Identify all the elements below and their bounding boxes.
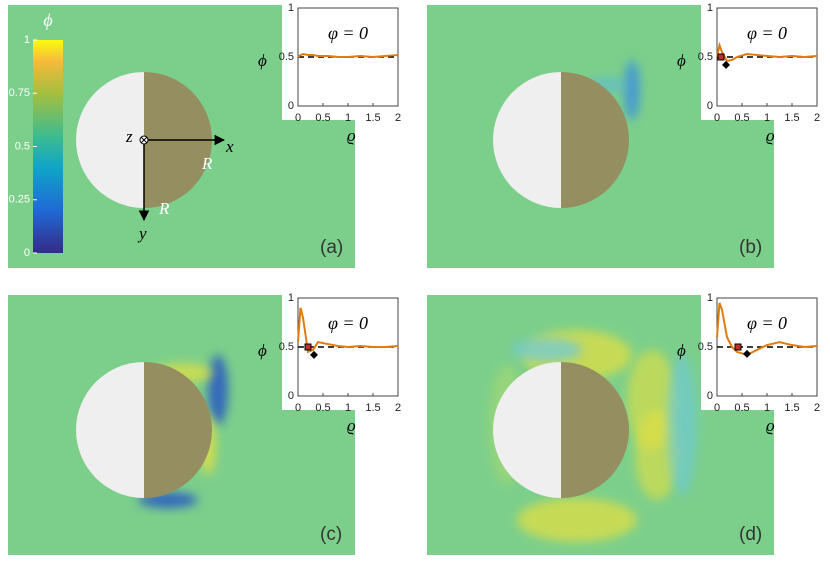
square-marker	[717, 53, 725, 61]
field-glow	[512, 338, 582, 362]
particle-light-half	[76, 362, 144, 498]
profile-line	[297, 53, 399, 59]
y-tick-label: 0.5	[698, 51, 713, 63]
panel: (c) 0 0.5 1 1.5 2 0 0.5 1 ϱ ϕ φ = 0	[8, 292, 401, 555]
diamond-marker	[310, 350, 318, 359]
x-tick-label: 0.5	[315, 112, 330, 124]
annotation: φ = 0	[328, 313, 368, 333]
schematic-label: x	[225, 137, 234, 156]
x-tick-label: 2	[814, 112, 820, 124]
panel: (b) 0 0.5 1 1.5 2 0 0.5 1 ϱ ϕ φ = 0	[427, 2, 820, 268]
y-axis-label: ϕ	[258, 51, 267, 70]
colorbar-tick-label: 0.75	[9, 87, 30, 99]
schematic-label: R	[158, 199, 170, 218]
y-tick-label: 0	[288, 390, 294, 402]
x-tick-label: 0	[714, 112, 720, 124]
x-tick-label: 1	[764, 112, 770, 124]
x-axis-label: ϱ	[766, 416, 775, 435]
y-tick-label: 1	[707, 292, 713, 304]
x-axis-label: ϱ	[347, 416, 356, 435]
x-axis-label: ϱ	[347, 126, 356, 145]
particle-dark-half	[561, 362, 629, 498]
annotation: φ = 0	[328, 23, 368, 43]
square-marker	[304, 343, 312, 351]
particle-dark-half	[561, 72, 629, 208]
colorbar-tick-label: 0.5	[15, 140, 30, 152]
particle-light-half	[493, 72, 561, 208]
x-tick-label: 2	[395, 402, 401, 414]
field-glow	[624, 60, 640, 120]
y-axis-label: ϕ	[258, 341, 267, 360]
particle-dark-half	[144, 362, 212, 498]
annotation: φ = 0	[747, 23, 787, 43]
y-tick-label: 0.5	[698, 341, 713, 353]
particle-light-half	[76, 72, 144, 208]
x-tick-label: 1	[345, 112, 351, 124]
profile-line	[716, 41, 818, 63]
y-axis-label: ϕ	[677, 341, 686, 360]
colorbar	[33, 40, 63, 253]
profile-line	[297, 307, 399, 354]
diamond-marker	[743, 349, 751, 358]
y-tick-label: 0	[707, 390, 713, 402]
y-tick-label: 0.5	[279, 341, 294, 353]
x-tick-label: 1.5	[365, 112, 380, 124]
x-tick-label: 2	[395, 112, 401, 124]
x-tick-label: 0.5	[315, 402, 330, 414]
panel-label: (d)	[739, 524, 762, 545]
colorbar-tick-label: 0	[24, 247, 30, 259]
schematic-label: z	[125, 127, 133, 146]
x-tick-label: 1.5	[365, 402, 380, 414]
colorbar-tick-label: 1	[24, 34, 30, 46]
x-tick-label: 1.5	[784, 112, 799, 124]
field-glow	[208, 355, 228, 425]
annotation: φ = 0	[747, 313, 787, 333]
x-tick-label: 0	[295, 402, 301, 414]
colorbar-tick-label: 0.25	[9, 194, 30, 206]
x-tick-label: 0.5	[734, 112, 749, 124]
schematic-label: R	[201, 154, 213, 173]
y-tick-label: 1	[288, 292, 294, 304]
x-tick-label: 0.5	[734, 402, 749, 414]
panel: (d) 0 0.5 1 1.5 2 0 0.5 1 ϱ ϕ φ = 0	[427, 292, 820, 555]
x-tick-label: 1	[764, 402, 770, 414]
square-marker	[734, 343, 742, 351]
panel-label: (b)	[739, 237, 762, 258]
x-tick-label: 0	[295, 112, 301, 124]
y-tick-label: 0	[707, 100, 713, 112]
panel-label: (a)	[320, 237, 343, 258]
field-glow	[667, 355, 697, 495]
field-glow	[517, 498, 637, 542]
y-tick-label: 0.5	[279, 51, 294, 63]
colorbar-label: ϕ	[43, 10, 52, 30]
y-tick-label: 0	[288, 100, 294, 112]
y-tick-label: 1	[288, 2, 294, 14]
particle-light-half	[493, 362, 561, 498]
schematic-label: y	[137, 224, 147, 243]
y-axis-label: ϕ	[677, 51, 686, 70]
y-tick-label: 1	[707, 2, 713, 14]
panel-label: (c)	[320, 524, 342, 545]
diamond-marker	[722, 60, 730, 69]
x-tick-label: 2	[814, 402, 820, 414]
x-axis-label: ϱ	[766, 126, 775, 145]
z-cross	[140, 136, 148, 144]
x-tick-label: 1.5	[784, 402, 799, 414]
x-tick-label: 0	[714, 402, 720, 414]
x-tick-label: 1	[345, 402, 351, 414]
